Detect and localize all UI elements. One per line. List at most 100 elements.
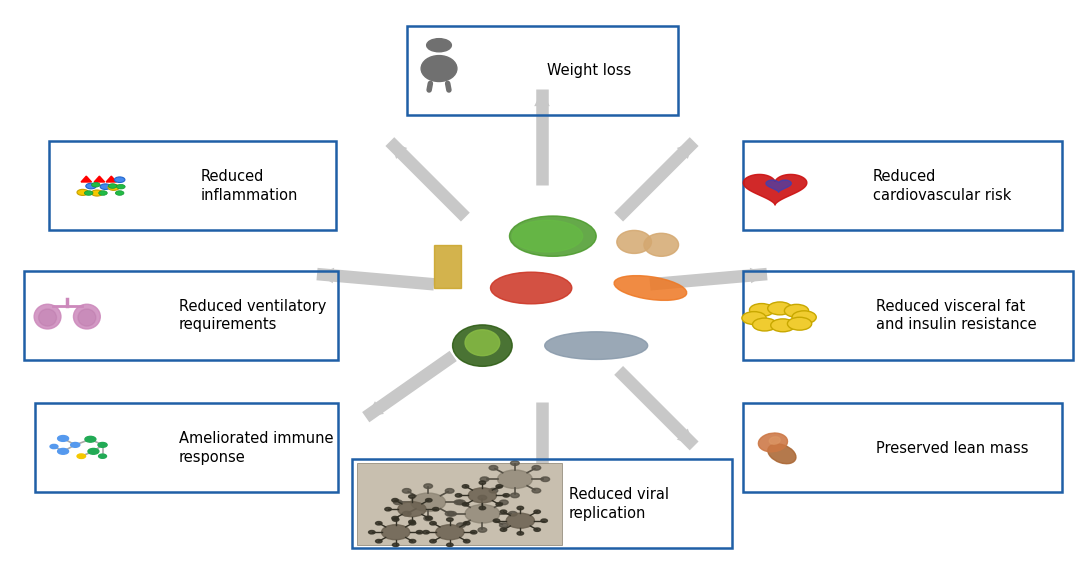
Ellipse shape: [545, 332, 648, 359]
Circle shape: [792, 311, 816, 324]
Circle shape: [456, 523, 465, 528]
Circle shape: [503, 494, 509, 497]
Text: Preserved lean mass: Preserved lean mass: [876, 441, 1029, 456]
Circle shape: [787, 317, 812, 330]
Circle shape: [98, 442, 107, 448]
Circle shape: [117, 184, 125, 189]
Polygon shape: [766, 180, 791, 192]
Circle shape: [392, 543, 399, 547]
Polygon shape: [94, 176, 105, 182]
FancyArrowPatch shape: [448, 84, 449, 90]
Circle shape: [385, 507, 391, 511]
Circle shape: [57, 449, 68, 454]
Circle shape: [478, 495, 487, 500]
Text: Weight loss: Weight loss: [547, 63, 632, 78]
Polygon shape: [106, 176, 117, 182]
Circle shape: [454, 500, 463, 505]
Ellipse shape: [74, 304, 101, 329]
Circle shape: [447, 518, 453, 521]
Circle shape: [426, 498, 433, 502]
Circle shape: [500, 500, 508, 505]
Circle shape: [115, 191, 124, 195]
Circle shape: [91, 190, 103, 196]
Circle shape: [479, 506, 486, 510]
Circle shape: [771, 319, 795, 332]
Circle shape: [480, 477, 489, 482]
Circle shape: [511, 493, 519, 498]
Circle shape: [393, 500, 402, 505]
Circle shape: [479, 481, 486, 484]
Ellipse shape: [465, 329, 500, 356]
Circle shape: [424, 516, 433, 521]
Circle shape: [99, 454, 106, 458]
Circle shape: [500, 528, 506, 532]
Circle shape: [424, 484, 433, 488]
Circle shape: [427, 39, 451, 52]
Circle shape: [785, 304, 809, 317]
Circle shape: [411, 493, 446, 511]
Circle shape: [464, 521, 470, 525]
Circle shape: [402, 488, 411, 493]
Circle shape: [369, 530, 375, 534]
Circle shape: [534, 510, 541, 513]
Circle shape: [91, 183, 100, 187]
Circle shape: [506, 513, 534, 528]
Ellipse shape: [421, 55, 457, 81]
Circle shape: [749, 304, 774, 316]
Circle shape: [85, 437, 95, 442]
Circle shape: [741, 312, 766, 324]
Ellipse shape: [78, 309, 95, 326]
Circle shape: [456, 500, 465, 505]
Circle shape: [375, 540, 382, 543]
Circle shape: [752, 318, 777, 331]
Ellipse shape: [770, 437, 780, 444]
Polygon shape: [744, 175, 806, 205]
Circle shape: [410, 540, 416, 543]
Circle shape: [446, 488, 454, 493]
Circle shape: [446, 511, 454, 516]
Circle shape: [88, 449, 99, 454]
Circle shape: [493, 519, 500, 522]
Circle shape: [541, 477, 550, 482]
Circle shape: [391, 517, 398, 520]
Circle shape: [532, 465, 541, 470]
Text: Reduced visceral fat
and insulin resistance: Reduced visceral fat and insulin resista…: [876, 299, 1036, 332]
Circle shape: [429, 521, 436, 525]
Ellipse shape: [453, 325, 513, 366]
Circle shape: [464, 540, 470, 543]
Circle shape: [108, 184, 117, 188]
Circle shape: [532, 488, 541, 493]
Circle shape: [465, 505, 500, 523]
Circle shape: [470, 530, 477, 534]
Ellipse shape: [617, 230, 651, 253]
Circle shape: [496, 484, 503, 488]
Circle shape: [468, 488, 496, 503]
Ellipse shape: [490, 272, 572, 304]
Circle shape: [448, 511, 456, 516]
Ellipse shape: [512, 221, 583, 252]
Circle shape: [436, 525, 464, 540]
Bar: [357, 463, 562, 545]
Circle shape: [508, 511, 517, 516]
Circle shape: [416, 530, 423, 534]
Text: Reduced viral
replication: Reduced viral replication: [569, 487, 669, 521]
Circle shape: [409, 495, 415, 498]
Circle shape: [429, 540, 436, 543]
Ellipse shape: [759, 433, 787, 452]
Circle shape: [86, 183, 96, 189]
Ellipse shape: [614, 276, 687, 300]
Circle shape: [409, 520, 415, 524]
Circle shape: [50, 445, 57, 449]
Circle shape: [541, 519, 547, 522]
Circle shape: [462, 503, 468, 506]
Circle shape: [426, 517, 433, 520]
Circle shape: [517, 506, 524, 510]
Circle shape: [85, 191, 93, 195]
Circle shape: [489, 488, 498, 493]
Text: Reduced ventilatory
requirements: Reduced ventilatory requirements: [179, 299, 326, 332]
Bar: [434, 245, 461, 288]
Circle shape: [57, 435, 68, 441]
Circle shape: [534, 528, 541, 532]
Ellipse shape: [767, 444, 796, 464]
Circle shape: [767, 302, 792, 315]
